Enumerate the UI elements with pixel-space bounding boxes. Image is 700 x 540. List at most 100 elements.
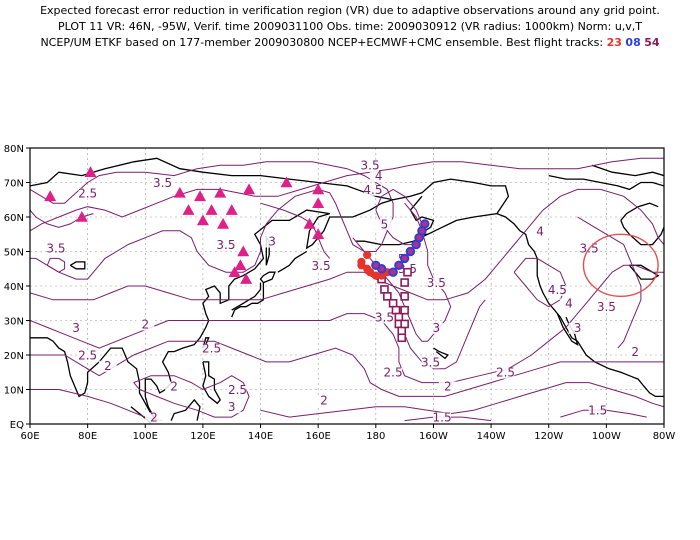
contour-label: 3.5	[427, 276, 446, 290]
track-54-marker	[400, 278, 409, 287]
track-08-marker	[405, 246, 416, 257]
y-tick-label: 60N	[4, 213, 24, 224]
observation-triangle	[312, 228, 325, 240]
contour-label: 4.5	[548, 283, 567, 297]
x-tick-label: 80E	[78, 431, 97, 442]
contour-label: 3.5	[312, 259, 331, 273]
y-tick-label: 70N	[4, 179, 24, 190]
contour-line	[46, 257, 66, 273]
contour-label: 3	[72, 321, 80, 335]
contour-label-bg	[559, 298, 578, 310]
contour-label-bg	[228, 384, 247, 396]
coastline-segment	[591, 164, 664, 177]
observation-triangle	[205, 204, 218, 215]
contour-label: 2	[104, 359, 112, 373]
contour-label: 2.5	[384, 366, 403, 380]
contour-label: 4	[375, 169, 383, 183]
y-tick-label: 40N	[4, 282, 24, 293]
coastline-segment	[620, 220, 664, 246]
observation-triangle	[44, 190, 57, 202]
contour-label-bg	[222, 402, 241, 414]
contour-label-bg	[216, 240, 235, 252]
track-08-marker	[399, 253, 410, 264]
observation-triangle	[312, 183, 325, 195]
track-08-marker	[411, 239, 421, 250]
contour-label: 2	[150, 411, 158, 425]
track-54-marker	[400, 292, 409, 301]
flight-tracks	[357, 219, 430, 343]
x-tick-label: 180	[366, 431, 385, 442]
contour-label-bg	[496, 367, 515, 379]
contour-label: 3	[574, 321, 582, 335]
coastline-segment	[130, 406, 152, 424]
contour-label-bg	[98, 360, 117, 372]
contour-label: 2	[141, 317, 149, 331]
contour-label: 3.5	[153, 176, 172, 190]
y-tick-label: 10N	[4, 386, 24, 397]
contour-label-bg	[67, 322, 86, 334]
x-tick-label: 120E	[190, 431, 215, 442]
contour-label: 3	[433, 321, 441, 335]
contour-label-bg	[626, 347, 645, 358]
coastline-segment	[30, 337, 158, 422]
verification-circle	[582, 233, 659, 298]
contour-label: 2	[170, 380, 178, 394]
observation-triangle	[240, 273, 253, 284]
contour-label: 3	[228, 400, 236, 414]
track-23-marker	[363, 250, 372, 260]
contour-label: 2	[631, 345, 639, 359]
observation-triangle	[173, 186, 186, 198]
contour-line	[577, 216, 642, 349]
observation-triangle	[194, 190, 207, 202]
observation-triangle	[303, 217, 316, 229]
contour-label-bg	[427, 322, 446, 334]
contour-label-bg	[433, 412, 452, 424]
contour-label-bg	[597, 302, 616, 314]
contour-label-bg	[384, 367, 403, 379]
contour-label: 3.5	[375, 311, 394, 325]
x-tick-label: 140E	[248, 431, 273, 442]
contour-label-bg	[136, 319, 155, 331]
track-label-23: 23	[606, 36, 622, 49]
coastlines	[30, 157, 664, 424]
observation-triangles	[44, 166, 325, 284]
x-tick-label: 100W	[592, 431, 621, 442]
y-tick-label: 50N	[4, 248, 24, 259]
contour-label-bg	[312, 260, 331, 272]
contour-label: 5	[381, 217, 389, 231]
contour-label: 2.5	[78, 186, 97, 200]
coastline-segment	[202, 361, 221, 405]
track-54-marker	[388, 298, 398, 308]
contour-label-bg	[78, 350, 97, 362]
x-tick-label: 120W	[534, 431, 563, 442]
observation-triangle	[280, 176, 293, 188]
observation-triangle	[214, 186, 227, 198]
contour-label-bg	[438, 381, 457, 393]
contour-line	[352, 202, 452, 342]
contour-label: 4	[536, 224, 544, 238]
y-tick-label: EQ	[10, 420, 24, 431]
contour-label-bg	[144, 412, 163, 424]
contour-label: 3.5	[597, 300, 616, 314]
contour-label: 3.5	[46, 242, 65, 256]
x-axis-ticks: 60E 80E 100E 120E 140E 160E 180 160W 140W 120W 100…	[20, 424, 675, 442]
title-line-1: Expected forecast error reduction in ver…	[40, 4, 660, 17]
contour-label-bg	[548, 284, 567, 296]
coastline-segment	[620, 202, 659, 221]
contour-label: 2.5	[78, 348, 97, 362]
observation-triangle	[84, 166, 97, 177]
x-tick-label: 140W	[477, 431, 506, 442]
contour-label: 3.5	[421, 355, 440, 369]
track-54-marker	[391, 305, 401, 315]
observation-triangle	[234, 259, 247, 271]
contour-label-bg	[531, 226, 550, 238]
observation-triangle	[75, 211, 88, 222]
coastline-segment	[548, 174, 664, 191]
track-54-marker	[394, 312, 404, 322]
contour-line	[260, 382, 664, 418]
contour-label-bg	[46, 243, 65, 255]
track-54-marker	[400, 305, 409, 315]
x-tick-label: 160E	[305, 431, 330, 442]
x-tick-label: 80W	[653, 431, 676, 442]
